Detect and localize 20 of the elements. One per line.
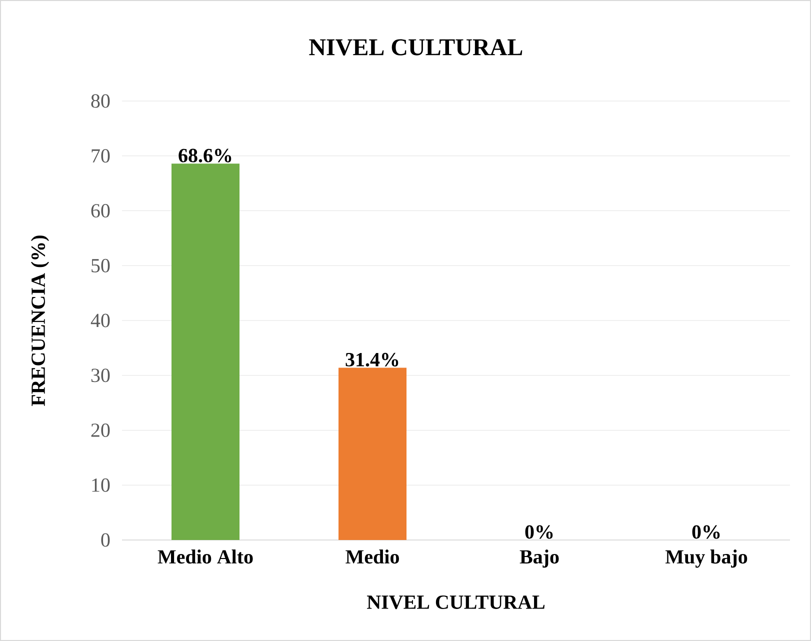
x-tick-label: Medio [346, 550, 399, 564]
y-tick-label: 70 [92, 149, 110, 163]
y-tick-label: 30 [91, 368, 110, 382]
chart-title: NIVEL CULTURAL [309, 39, 522, 56]
x-tick-label: Muy bajo [665, 550, 748, 568]
x-tick-label: Medio Alto [158, 550, 253, 564]
data-label: 68.6% [178, 148, 232, 162]
y-tick-label: 10 [92, 478, 110, 492]
y-tick-label: 0 [101, 533, 110, 547]
y-tick-label: 50 [92, 258, 110, 272]
y-axis-title: FRECUENCIA (%) [30, 236, 50, 406]
y-tick-label: 20 [91, 424, 110, 437]
data-label: 31.4% [346, 352, 398, 366]
y-tick-label: 60 [91, 204, 110, 218]
y-tick-label: 40 [90, 314, 110, 328]
y-tick-label: 80 [91, 94, 110, 108]
x-tick-label: Bajo [520, 550, 559, 568]
x-axis-title: NIVEL CULTURAL [367, 596, 545, 610]
data-label: 0% [525, 525, 553, 539]
data-label: 0% [692, 525, 720, 539]
